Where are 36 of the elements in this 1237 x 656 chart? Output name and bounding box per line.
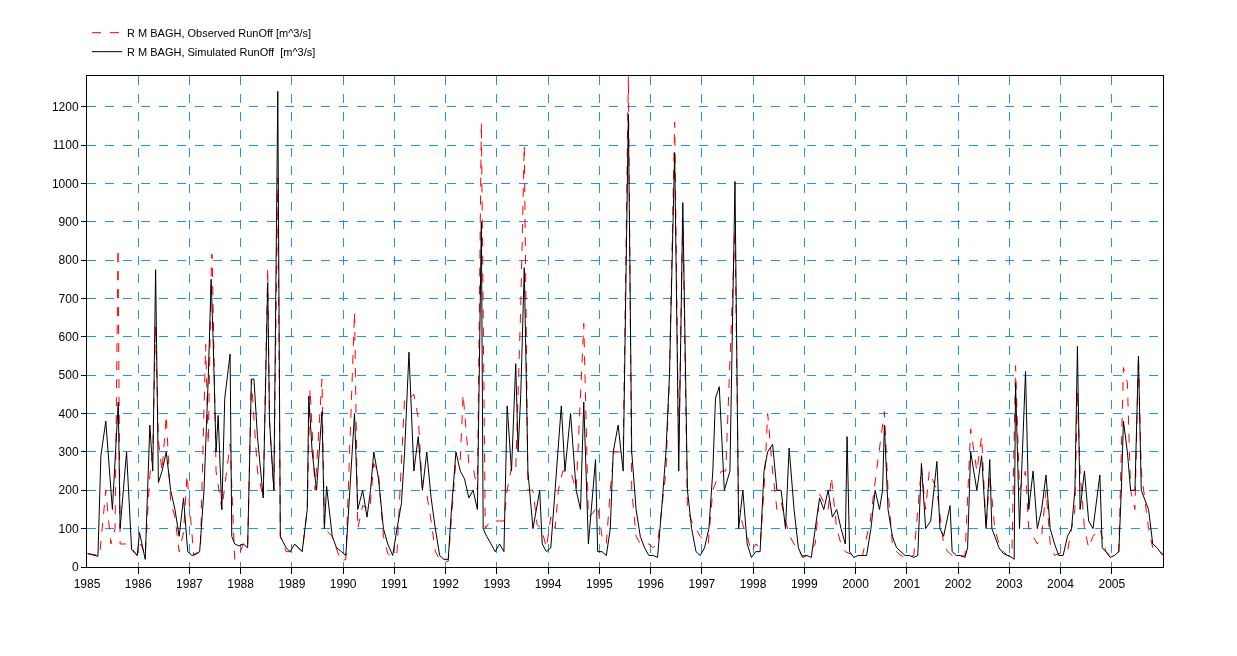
x-tick-label: 2002 xyxy=(944,577,972,592)
legend-label: R M BAGH, Simulated RunOff [m^3/s] xyxy=(127,45,316,58)
x-tick-label: 1986 xyxy=(124,577,152,592)
legend-label: R M BAGH, Observed RunOff [m^3/s] xyxy=(127,26,312,39)
x-tick-label: 1991 xyxy=(381,577,409,592)
y-tick-label: 1000 xyxy=(51,176,79,191)
x-tick-label: 1996 xyxy=(637,577,665,592)
x-tick-label: 1990 xyxy=(329,577,357,592)
y-tick-label: 800 xyxy=(58,253,79,268)
x-tick-label: 1999 xyxy=(790,577,818,592)
x-tick-label: 2005 xyxy=(1098,577,1126,592)
x-tick-label: 1993 xyxy=(483,577,511,592)
y-tick-label: 200 xyxy=(58,483,79,498)
x-tick-label: 1985 xyxy=(73,577,101,592)
y-tick-label: 300 xyxy=(58,445,79,460)
y-tick-label: 400 xyxy=(58,406,79,421)
x-tick-label: 1998 xyxy=(739,577,767,592)
y-tick-label: 900 xyxy=(58,214,79,229)
x-tick-label: 2004 xyxy=(1047,577,1075,592)
y-tick-label: 600 xyxy=(58,330,79,345)
x-tick-label: 1987 xyxy=(176,577,204,592)
y-tick-label: 0 xyxy=(71,560,79,575)
y-tick-label: 500 xyxy=(58,368,79,383)
y-tick-label: 100 xyxy=(58,521,79,536)
x-tick-label: 1989 xyxy=(278,577,306,592)
x-tick-label: 1995 xyxy=(585,577,613,592)
x-tick-label: 2003 xyxy=(995,577,1023,592)
x-tick-label: 1988 xyxy=(227,577,255,592)
x-tick-label: 2000 xyxy=(842,577,870,592)
y-tick-label: 700 xyxy=(58,291,79,306)
x-tick-label: 2001 xyxy=(893,577,921,592)
x-tick-label: 1994 xyxy=(534,577,562,592)
x-tick-label: 1997 xyxy=(688,577,716,592)
x-tick-label: 1992 xyxy=(432,577,460,592)
y-tick-label: 1100 xyxy=(52,138,79,153)
y-tick-label: 1200 xyxy=(51,99,79,114)
